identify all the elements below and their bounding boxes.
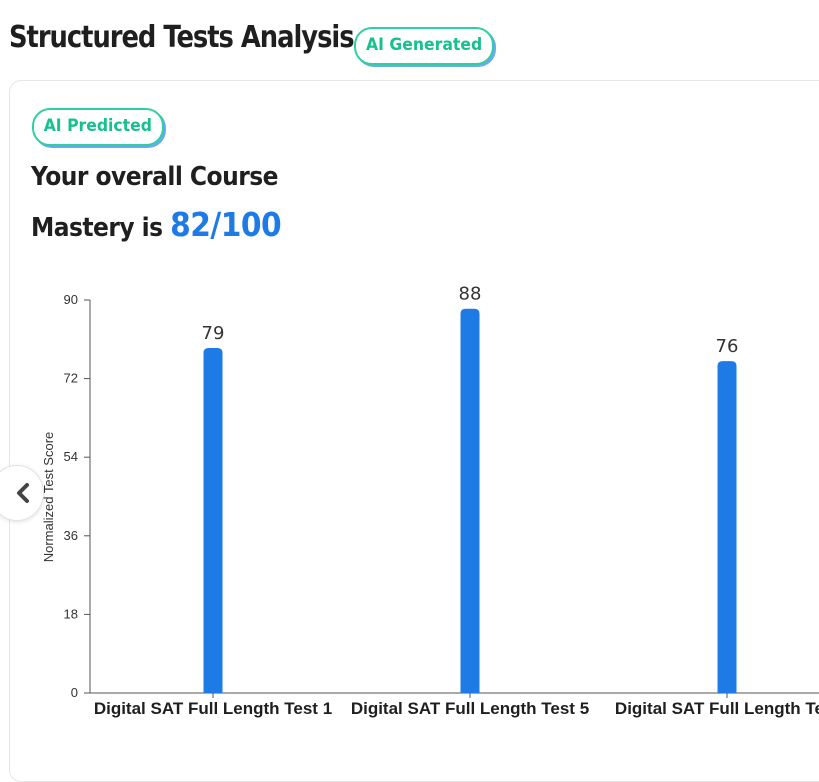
x-tick-label: Digital SAT Full Length Test 1	[94, 699, 332, 718]
y-tick-label: 18	[64, 606, 78, 621]
y-tick-label: 90	[64, 292, 78, 307]
mastery-prefix: Mastery is	[31, 213, 171, 243]
y-tick-label: 72	[64, 371, 78, 386]
y-axis-title: Normalized Test Score	[41, 432, 56, 563]
ai-predicted-badge: AI Predicted	[32, 108, 164, 146]
page-title: Structured Tests Analysis	[9, 20, 355, 55]
bar[interactable]	[717, 361, 737, 693]
mastery-heading-line2: Mastery is 82/100	[31, 205, 282, 244]
x-tick-label: Digital SAT Full Length Test	[615, 699, 819, 718]
mastery-heading-line1: Your overall Course	[31, 162, 278, 192]
previous-button[interactable]	[0, 465, 44, 521]
bar-value-label: 76	[716, 336, 739, 357]
bar-value-label: 88	[459, 284, 482, 305]
ai-generated-badge: AI Generated	[354, 27, 494, 65]
bar[interactable]	[203, 348, 223, 693]
y-tick-label: 54	[64, 449, 78, 464]
bar[interactable]	[460, 308, 480, 693]
bar-value-label: 79	[202, 323, 225, 344]
x-tick-label: Digital SAT Full Length Test 5	[351, 699, 589, 718]
mastery-score: 82/100	[170, 205, 282, 244]
test-score-bar-chart: 0 18 36 54 72 90 Normalized Test Score 79 Digita…	[41, 284, 819, 718]
y-tick-label: 0	[71, 685, 78, 700]
chevron-left-icon	[17, 483, 29, 503]
y-tick-label: 36	[64, 528, 78, 543]
